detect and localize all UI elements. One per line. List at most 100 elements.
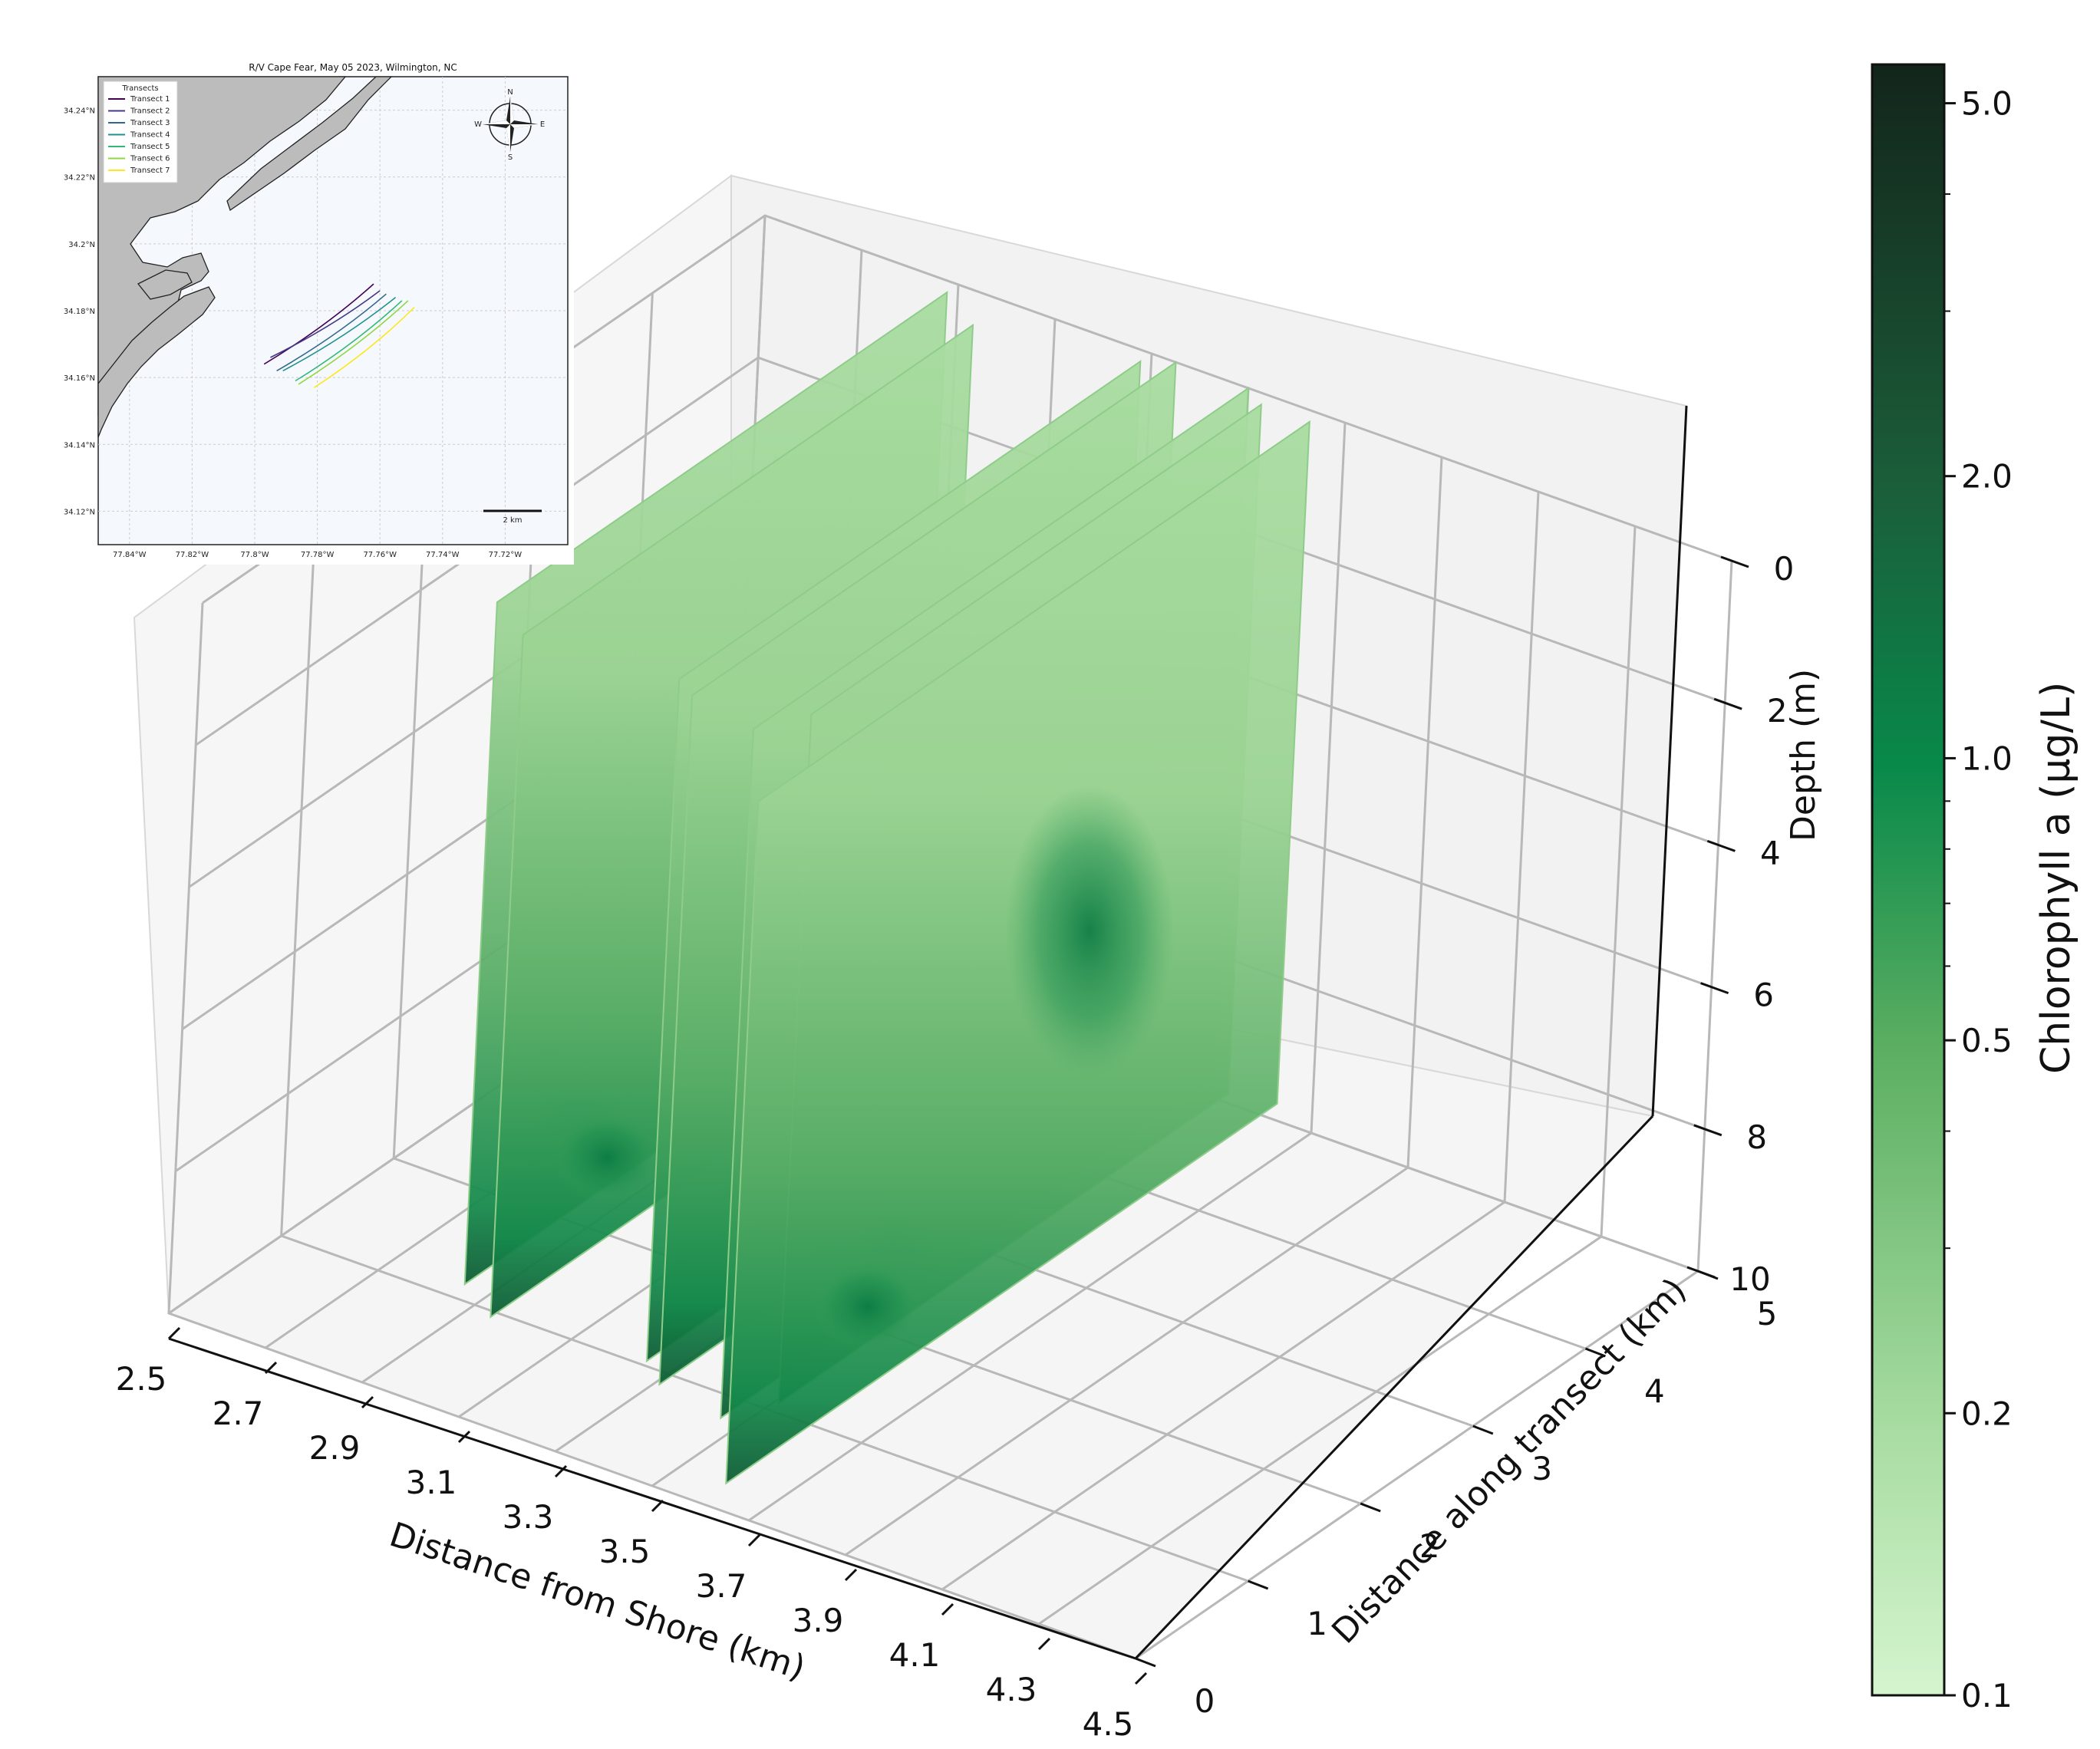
x-tick-mark-8: [941, 1602, 954, 1616]
x-tick-label-7: 3.9: [793, 1602, 844, 1639]
inset-legend-label-3: Transect 3: [130, 119, 170, 127]
x-tick-label-4: 3.3: [503, 1498, 554, 1536]
inset-transect-6: [298, 300, 409, 385]
x-tick-mark-7: [844, 1568, 858, 1582]
x-tick-label-1: 2.7: [213, 1395, 264, 1432]
x-tick-mark-0: [167, 1326, 181, 1340]
y-tick-mark-3: [1472, 1425, 1494, 1435]
y-axis-line: [1134, 1115, 1654, 1660]
x-tick-label-3: 3.1: [406, 1464, 457, 1501]
inset-transect-1: [263, 283, 374, 365]
inset-transect-3: [276, 293, 387, 372]
x-tick-label-6: 3.7: [696, 1567, 747, 1605]
y-tick-label-4: 4: [1644, 1372, 1665, 1410]
inset-transect-4: [282, 296, 397, 372]
barrier-island-north: [226, 76, 393, 212]
inset-map: R/V Cape Fear, May 05 2023, Wilmington, …: [48, 60, 574, 565]
inset-lat-label-0: 34.24°N: [64, 107, 95, 116]
y-tick-label-3: 3: [1531, 1450, 1552, 1487]
y-tick-mark-4: [1584, 1347, 1606, 1358]
transect-curtains: [463, 291, 1310, 1485]
inset-lat-label-1: 34.22°N: [64, 174, 95, 183]
cb-tick-label-1: 0.2: [1961, 1395, 2013, 1432]
inset-title: R/V Cape Fear, May 05 2023, Wilmington, …: [249, 62, 457, 73]
y-tick-mark-2: [1360, 1502, 1381, 1513]
compass-n: N: [507, 88, 513, 97]
inset-transect-5: [295, 300, 403, 382]
y-tick-mark-1: [1248, 1579, 1269, 1590]
cb-tick-label-2: 0.5: [1961, 1022, 2013, 1059]
scale-bar-label: 2 km: [503, 516, 522, 525]
z-tick-mark-5: [1686, 1266, 1716, 1279]
barrier-island-south: [97, 286, 216, 438]
x-tick-mark-4: [554, 1464, 568, 1478]
x-tick-mark-5: [651, 1499, 664, 1513]
z-tick-mark-4: [1693, 1124, 1723, 1137]
colorbar-ticks: 0.1 0.2 0.5 1.0 2.0 5.0: [1944, 85, 2013, 1714]
x-tick-label-8: 4.1: [889, 1636, 941, 1674]
sound-island: [137, 269, 193, 300]
x-tick-mark-10: [1134, 1672, 1148, 1685]
z-ticks: 0 2 4 6 8 10: [1686, 550, 1795, 1298]
inset-lon-label-3: 77.78°W: [301, 551, 335, 559]
compass-rose: N E S W: [474, 88, 545, 162]
grid-z-1: [195, 356, 1726, 746]
z-tick-label-3: 6: [1753, 977, 1774, 1014]
inset-legend-label-1: Transect 1: [130, 95, 170, 104]
scale-bar: 2 km: [483, 509, 542, 525]
inset-lon-label-0: 77.84°W: [113, 551, 147, 559]
subsurface-chl-patch: [1005, 785, 1175, 1077]
x-tick-mark-9: [1037, 1637, 1051, 1651]
z-tick-mark-3: [1700, 982, 1729, 995]
compass-e: E: [540, 120, 545, 129]
inset-transect-7: [314, 307, 415, 388]
chl-max-2: [553, 1112, 661, 1204]
inset-axis-ticks: 77.84°W 77.82°W 77.8°W 77.78°W 77.76°W 77.74°…: [64, 107, 522, 559]
x-tick-mark-6: [747, 1533, 761, 1547]
inset-legend-items: Transect 1 Transect 2 Transect 3 Transect 4…: [108, 95, 170, 175]
cb-tick-label-4: 2.0: [1961, 458, 2013, 496]
y-tick-label-2: 2: [1419, 1527, 1440, 1565]
y-tick-label-1: 1: [1307, 1605, 1327, 1642]
x-tick-mark-1: [264, 1361, 278, 1375]
x-tick-label-9: 4.3: [986, 1671, 1037, 1708]
chl-max-7: [813, 1260, 921, 1353]
inset-transects: [263, 283, 415, 388]
inset-lon-label-6: 77.72°W: [489, 551, 523, 559]
x-ticks: 2.5 2.7 2.9 3.1 3.3 3.5 3.7 3.9 4.1 4.3 4.5: [116, 1326, 1148, 1743]
z-tick-label-4: 8: [1746, 1118, 1767, 1156]
compass-s: S: [508, 153, 513, 162]
inset-legend: Transects Transect 1 Transect 2 Transect 3…: [103, 81, 178, 183]
x-tick-label-2: 2.9: [309, 1429, 361, 1467]
inset-legend-label-6: Transect 6: [130, 155, 170, 163]
inset-legend-label-7: Transect 7: [130, 166, 170, 175]
z-tick-label-0: 0: [1774, 550, 1795, 588]
z-tick-mark-2: [1706, 839, 1736, 852]
z-tick-label-5: 10: [1729, 1260, 1770, 1298]
z-tick-mark-0: [1720, 555, 1749, 568]
inset-lon-label-2: 77.8°W: [240, 551, 269, 559]
y-ticks: 0 1 2 3 4 5: [1135, 1270, 1778, 1720]
cb-tick-label-0: 0.1: [1961, 1677, 2013, 1714]
x-tick-label-0: 2.5: [116, 1360, 167, 1398]
z-tick-label-1: 2: [1767, 692, 1788, 730]
cb-tick-label-5: 5.0: [1961, 85, 2013, 123]
cb-tick-label-3: 1.0: [1961, 739, 2013, 777]
x-tick-mark-2: [361, 1395, 374, 1409]
x-axis-line: [168, 1337, 1136, 1660]
y-tick-label-5: 5: [1757, 1295, 1778, 1332]
z-tick-mark-1: [1713, 697, 1742, 710]
inset-lon-label-4: 77.76°W: [363, 551, 397, 559]
inset-transect-2: [270, 290, 381, 358]
x-tick-label-5: 3.5: [599, 1533, 651, 1570]
inset-lon-label-5: 77.74°W: [426, 551, 460, 559]
y-tick-mark-0: [1135, 1657, 1156, 1668]
x-tick-mark-3: [457, 1430, 471, 1444]
inset-legend-title: Transects: [121, 84, 158, 93]
z-tick-label-2: 4: [1760, 834, 1781, 871]
y-tick-label-0: 0: [1195, 1682, 1215, 1720]
colorbar: 0.1 0.2 0.5 1.0 2.0 5.0 Chlorophyll a (μg/L): [1871, 63, 2079, 1714]
inset-lat-label-2: 34.2°N: [68, 241, 95, 249]
colorbar-gradient: [1871, 63, 1946, 1697]
